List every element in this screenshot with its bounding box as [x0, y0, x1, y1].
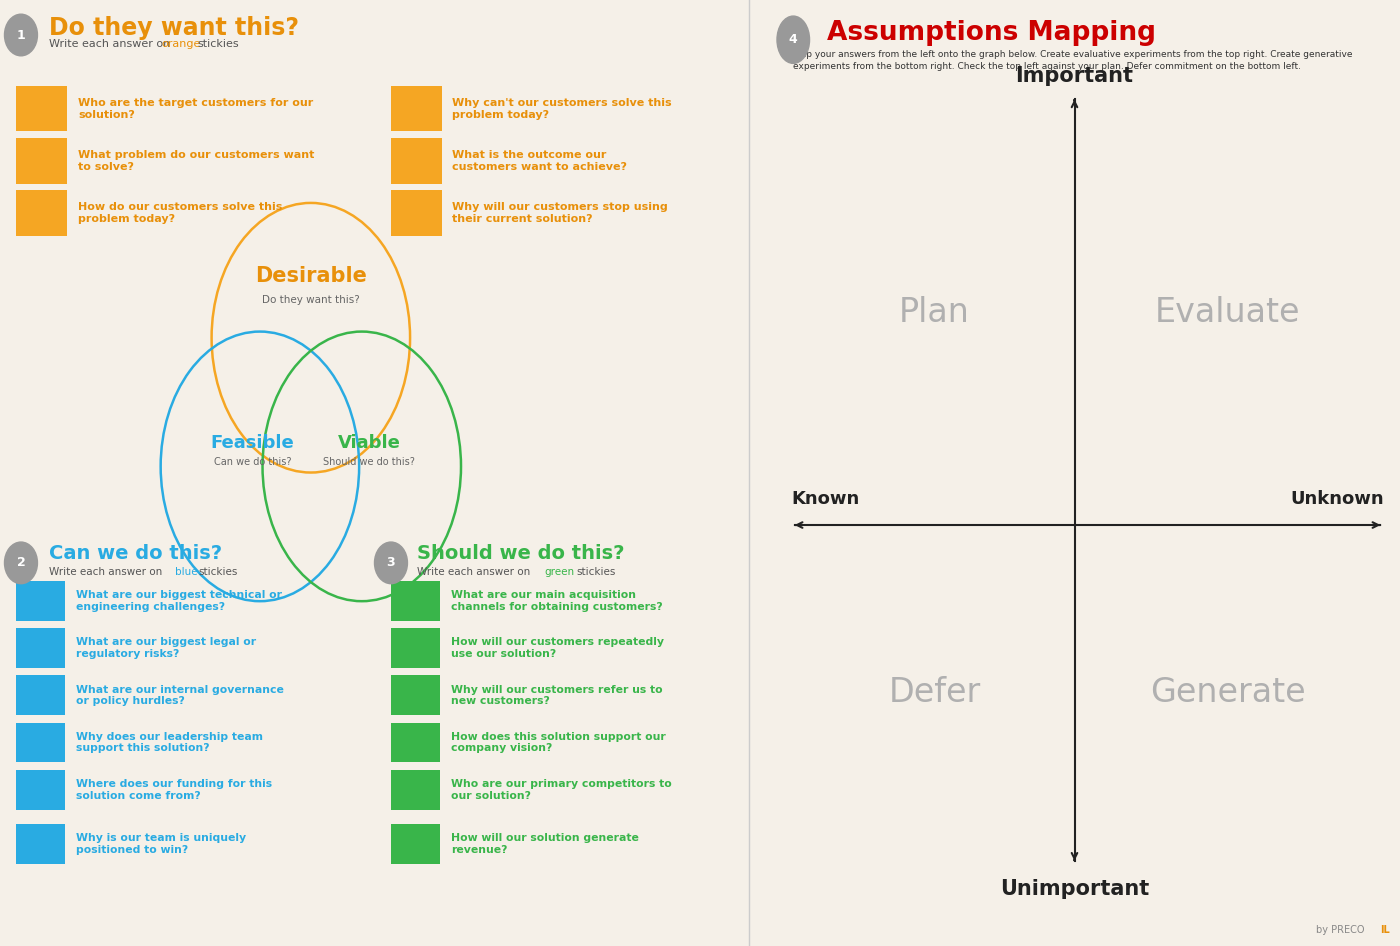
Text: 4: 4 [788, 33, 798, 46]
Text: Where does our funding for this
solution come from?: Where does our funding for this solution… [77, 780, 273, 800]
FancyBboxPatch shape [17, 190, 67, 236]
FancyBboxPatch shape [391, 628, 440, 668]
Text: What are our biggest legal or
regulatory risks?: What are our biggest legal or regulatory… [77, 638, 256, 658]
Text: stickies: stickies [577, 568, 616, 577]
Text: Known: Known [791, 489, 860, 508]
FancyBboxPatch shape [391, 86, 442, 131]
Text: Desirable: Desirable [255, 266, 367, 287]
Text: Why is our team is uniquely
positioned to win?: Why is our team is uniquely positioned t… [77, 833, 246, 854]
Text: What are our internal governance
or policy hurdles?: What are our internal governance or poli… [77, 685, 284, 706]
FancyBboxPatch shape [17, 770, 66, 810]
Text: Generate: Generate [1149, 676, 1305, 710]
FancyBboxPatch shape [17, 675, 66, 715]
Circle shape [777, 16, 809, 63]
Text: Do they want this?: Do they want this? [49, 16, 298, 41]
Text: stickies: stickies [199, 568, 238, 577]
Text: IL: IL [1380, 924, 1390, 935]
Text: Viable: Viable [337, 433, 400, 452]
Text: Can we do this?: Can we do this? [49, 544, 221, 563]
Text: What is the outcome our
customers want to achieve?: What is the outcome our customers want t… [452, 150, 627, 171]
Text: Unknown: Unknown [1291, 489, 1383, 508]
FancyBboxPatch shape [391, 723, 440, 762]
FancyBboxPatch shape [17, 581, 66, 621]
Text: 2: 2 [17, 556, 25, 569]
Text: Write each answer on: Write each answer on [417, 568, 533, 577]
Text: What are our biggest technical or
engineering challenges?: What are our biggest technical or engine… [77, 590, 283, 611]
Text: What are our main acquisition
channels for obtaining customers?: What are our main acquisition channels f… [451, 590, 662, 611]
Text: Who are our primary competitors to
our solution?: Who are our primary competitors to our s… [451, 780, 672, 800]
FancyBboxPatch shape [391, 824, 440, 864]
Text: Plan: Plan [899, 296, 970, 328]
Text: Important: Important [1015, 65, 1134, 86]
FancyBboxPatch shape [391, 581, 440, 621]
Text: Should we do this?: Should we do this? [323, 457, 416, 466]
Text: 1: 1 [17, 28, 25, 42]
FancyBboxPatch shape [391, 675, 440, 715]
Circle shape [4, 542, 38, 584]
FancyBboxPatch shape [17, 86, 67, 131]
FancyBboxPatch shape [17, 138, 67, 184]
FancyBboxPatch shape [391, 190, 442, 236]
Text: Map your answers from the left onto the graph below. Create evaluative experimen: Map your answers from the left onto the … [794, 50, 1352, 60]
Text: Why will our customers refer us to
new customers?: Why will our customers refer us to new c… [451, 685, 662, 706]
FancyBboxPatch shape [391, 770, 440, 810]
Text: experiments from the bottom right. Check the top left against your plan. Defer c: experiments from the bottom right. Check… [794, 61, 1301, 71]
Text: Feasible: Feasible [210, 433, 294, 452]
Text: Why can't our customers solve this
problem today?: Why can't our customers solve this probl… [452, 98, 672, 119]
Text: Assumptions Mapping: Assumptions Mapping [827, 20, 1156, 46]
FancyBboxPatch shape [17, 628, 66, 668]
Text: orange: orange [161, 40, 200, 49]
Text: stickies: stickies [197, 40, 238, 49]
FancyBboxPatch shape [17, 824, 66, 864]
Text: How does this solution support our
company vision?: How does this solution support our compa… [451, 732, 665, 753]
Text: Write each answer on: Write each answer on [49, 40, 174, 49]
Text: How will our solution generate
revenue?: How will our solution generate revenue? [451, 833, 638, 854]
Circle shape [375, 542, 407, 584]
Circle shape [4, 14, 38, 56]
FancyBboxPatch shape [17, 723, 66, 762]
Text: Unimportant: Unimportant [1000, 879, 1149, 900]
Text: blue: blue [175, 568, 197, 577]
Text: Defer: Defer [889, 676, 980, 710]
Text: Write each answer on: Write each answer on [49, 568, 165, 577]
Text: Who are the target customers for our
solution?: Who are the target customers for our sol… [78, 98, 314, 119]
Text: What problem do our customers want
to solve?: What problem do our customers want to so… [78, 150, 314, 171]
Text: Why will our customers stop using
their current solution?: Why will our customers stop using their … [452, 202, 668, 223]
Text: Do they want this?: Do they want this? [262, 295, 360, 305]
Text: Can we do this?: Can we do this? [214, 457, 291, 466]
Text: by PRECO: by PRECO [1316, 924, 1364, 935]
Text: 3: 3 [386, 556, 395, 569]
Text: Why does our leadership team
support this solution?: Why does our leadership team support thi… [77, 732, 263, 753]
Text: green: green [545, 568, 574, 577]
Text: Evaluate: Evaluate [1155, 296, 1301, 328]
FancyBboxPatch shape [391, 138, 442, 184]
Text: How will our customers repeatedly
use our solution?: How will our customers repeatedly use ou… [451, 638, 664, 658]
Text: Should we do this?: Should we do this? [417, 544, 624, 563]
Text: How do our customers solve this
problem today?: How do our customers solve this problem … [78, 202, 283, 223]
